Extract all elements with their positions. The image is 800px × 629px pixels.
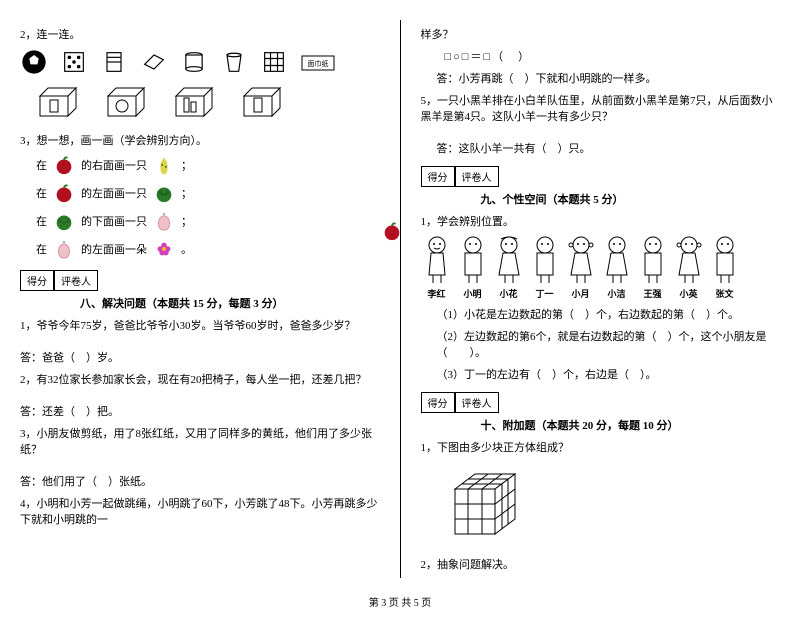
box-a-icon xyxy=(36,84,80,120)
text: 在 xyxy=(36,213,47,229)
pear-icon xyxy=(153,154,175,176)
q8-2-answer: 答：还差（ ）把。 xyxy=(20,403,380,419)
q8-3-answer: 答：他们用了（ ）张纸。 xyxy=(20,473,380,489)
name-6: 小洁 xyxy=(601,287,633,300)
text: 的右面画一只 xyxy=(81,157,147,173)
page-footer: 第 3 页 共 5 页 xyxy=(20,594,780,609)
cup-icon xyxy=(220,48,248,76)
text: ； xyxy=(181,185,192,201)
section-9-title: 九、个性空间（本题共 5 分） xyxy=(481,191,781,207)
kid-5-icon xyxy=(565,235,597,285)
name-9: 张文 xyxy=(709,287,741,300)
name-1: 李红 xyxy=(421,287,453,300)
text: 在 xyxy=(36,185,47,201)
q8-1-answer: 答：爸爸（ ）岁。 xyxy=(20,349,380,365)
q8-1: 1，爷爷今年75岁，爸爸比爷爷小30岁。当爷爷60岁时，爸爸多少岁？ xyxy=(20,317,380,333)
text: 在 xyxy=(36,157,47,173)
text: 在 xyxy=(36,241,47,257)
q3-label: 3，想一想，画一画（学会辨别方向）。 xyxy=(20,132,380,148)
kid-3-icon xyxy=(493,235,525,285)
q9-1-1: （1）小花是左边数起的第（ ）个，右边数起的第（ ）个。 xyxy=(437,306,781,322)
reviewer-label: 评卷人 xyxy=(455,392,499,413)
peach2-icon xyxy=(53,238,75,260)
q10-2: 2，抽象问题解决。 xyxy=(421,556,781,572)
text: ； xyxy=(181,157,192,173)
text: 的左面画一只 xyxy=(81,185,147,201)
q8-5-answer: 答：这队小羊一共有（ ）只。 xyxy=(437,140,781,156)
q2-top-icons: 面巾纸 xyxy=(20,48,380,76)
name-4: 丁一 xyxy=(529,287,561,300)
apple-icon xyxy=(53,154,75,176)
cube-icon xyxy=(445,469,525,539)
watermelon-icon xyxy=(153,182,175,204)
peach-icon xyxy=(153,210,175,232)
kid-2-icon xyxy=(457,235,489,285)
kid-names: 李红 小明 小花 丁一 小月 小洁 王强 小英 张文 xyxy=(421,287,781,300)
q9-1-2: （2）左边数起的第6个，就是右边数起的第（ ）个，这个小朋友是（ ）。 xyxy=(437,328,781,360)
kid-8-icon xyxy=(673,235,705,285)
text: 的左面画一朵 xyxy=(81,241,147,257)
box-d-icon xyxy=(240,84,284,120)
q8-4-cont: 样多？ xyxy=(421,26,781,42)
kid-1-icon xyxy=(421,235,453,285)
ball-icon xyxy=(20,48,48,76)
column-divider xyxy=(400,20,401,578)
kid-6-icon xyxy=(601,235,633,285)
text: ； xyxy=(181,213,192,229)
q8-4: 4，小明和小芳一起做跳绳，小明跳了60下，小芳跳了48下。小芳再跳多少下就和小明… xyxy=(20,495,380,527)
kid-4-icon xyxy=(529,235,561,285)
box1-icon xyxy=(100,48,128,76)
watermelon2-icon xyxy=(53,210,75,232)
apple2-icon xyxy=(53,182,75,204)
q3-line3: 在 的下面画一只 ； xyxy=(36,210,380,232)
q3-line2: 在 的左面画一只 ； xyxy=(36,182,380,204)
can-icon xyxy=(180,48,208,76)
section-8-title: 八、解决问题（本题共 15 分，每题 3 分） xyxy=(80,295,380,311)
name-5: 小月 xyxy=(565,287,597,300)
q9-1: 1，学会辨别位置。 xyxy=(421,213,781,229)
score-box-9: 得分 评卷人 xyxy=(421,166,781,187)
tissue-icon: 面巾纸 xyxy=(300,48,336,76)
rubik-icon xyxy=(260,48,288,76)
score-box-10: 得分 评卷人 xyxy=(421,392,781,413)
flower-icon xyxy=(153,238,175,260)
q3-line1: 在 的右面画一只 ； xyxy=(36,154,380,176)
svg-text:面巾纸: 面巾纸 xyxy=(308,59,329,68)
score-box-8: 得分 评卷人 xyxy=(20,270,380,291)
kids-row xyxy=(421,235,781,285)
q8-4-answer: 答：小芳再跳（ ）下就和小明跳的一样多。 xyxy=(437,70,781,86)
score-label: 得分 xyxy=(20,270,54,291)
dice-icon xyxy=(60,48,88,76)
q8-3: 3，小朋友做剪纸，用了8张红纸，又用了同样多的黄纸，他们用了多少张纸？ xyxy=(20,425,380,457)
q8-5: 5，一只小黑羊排在小白羊队伍里，从前面数小黑羊是第7只，从后面数小黑羊是第4只。… xyxy=(421,92,781,124)
kid-7-icon xyxy=(637,235,669,285)
q8-4-formula: □○□＝□（ ） xyxy=(445,48,781,64)
q2-label: 2，连一连。 xyxy=(20,26,380,42)
q9-1-3: （3）丁一的左边有（ ）个，右边是（ ）。 xyxy=(437,366,781,382)
float-apple-icon xyxy=(381,220,403,242)
eraser-icon xyxy=(140,48,168,76)
kid-9-icon xyxy=(709,235,741,285)
q8-2: 2，有32位家长参加家长会，现在有20把椅子，每人坐一把，还差几把？ xyxy=(20,371,380,387)
q3-line4: 在 的左面画一朵 。 xyxy=(36,238,380,260)
reviewer-label: 评卷人 xyxy=(54,270,98,291)
section-10-title: 十、附加题（本题共 20 分，每题 10 分） xyxy=(481,417,781,433)
name-8: 小英 xyxy=(673,287,705,300)
name-3: 小花 xyxy=(493,287,525,300)
box-b-icon xyxy=(104,84,148,120)
reviewer-label: 评卷人 xyxy=(455,166,499,187)
text: 。 xyxy=(181,241,192,257)
q2-bottom-boxes xyxy=(36,84,380,120)
text: 的下面画一只 xyxy=(81,213,147,229)
name-7: 王强 xyxy=(637,287,669,300)
score-label: 得分 xyxy=(421,166,455,187)
box-c-icon xyxy=(172,84,216,120)
score-label: 得分 xyxy=(421,392,455,413)
name-2: 小明 xyxy=(457,287,489,300)
q10-1: 1，下图由多少块正方体组成？ xyxy=(421,439,781,455)
